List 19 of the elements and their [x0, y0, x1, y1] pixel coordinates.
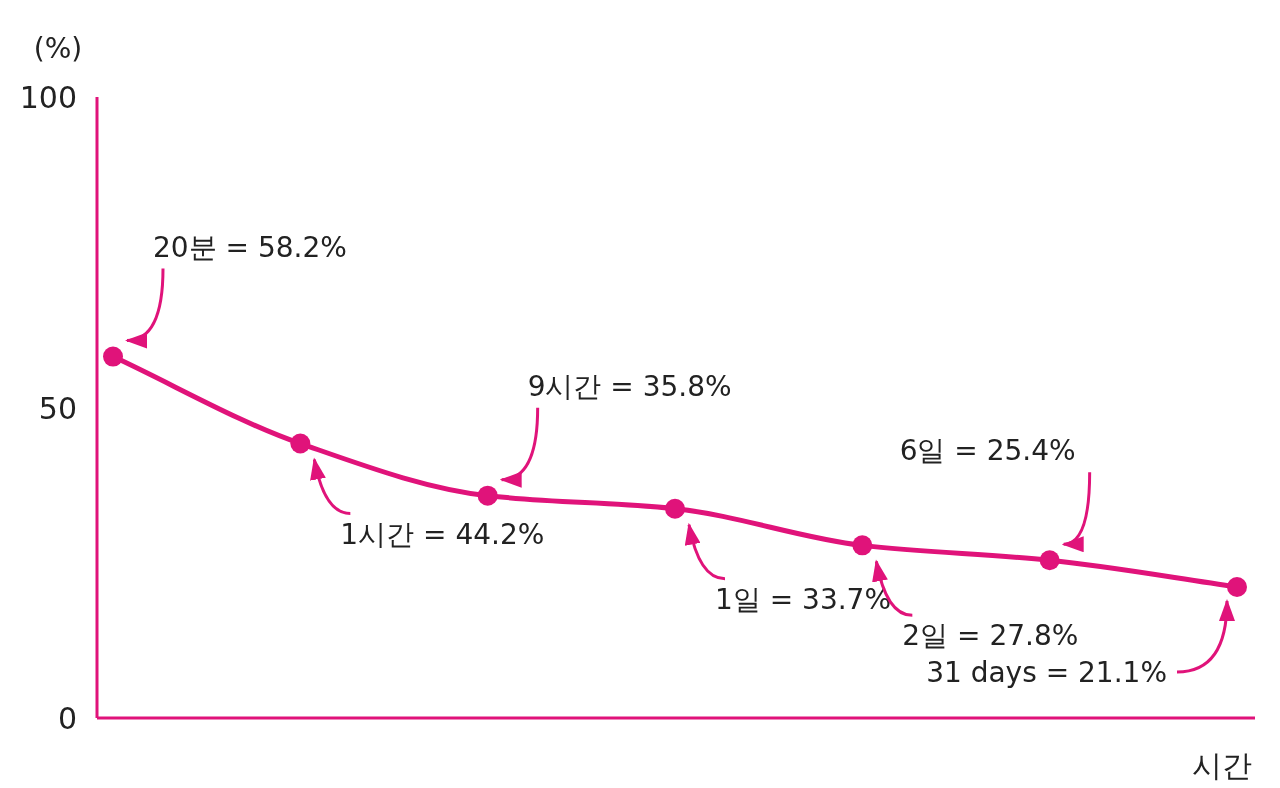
- annotation: 2일 = 27.8%: [902, 619, 1079, 653]
- annotation: 6일 = 25.4%: [899, 434, 1076, 468]
- point: [665, 498, 685, 519]
- x-axis-title: 시간: [1192, 748, 1252, 783]
- y-tick-label: 50: [38, 390, 77, 426]
- point: [477, 485, 498, 506]
- point: [1039, 550, 1060, 571]
- annotation: 31 days = 21.1%: [926, 655, 1167, 689]
- point: [852, 535, 873, 556]
- y-tick-label: 100: [19, 80, 77, 115]
- point: [1227, 576, 1247, 597]
- point: [103, 346, 123, 367]
- annotation: 9시간 = 35.8%: [527, 369, 732, 403]
- y-axis-title: (%): [33, 32, 83, 65]
- point: [290, 433, 311, 454]
- annotation: 1일 = 33.7%: [715, 582, 892, 616]
- annotation: 1시간 = 44.2%: [340, 517, 545, 551]
- y-tick-label: 0: [57, 701, 77, 736]
- annotation: 20분 = 58.2%: [153, 230, 347, 264]
